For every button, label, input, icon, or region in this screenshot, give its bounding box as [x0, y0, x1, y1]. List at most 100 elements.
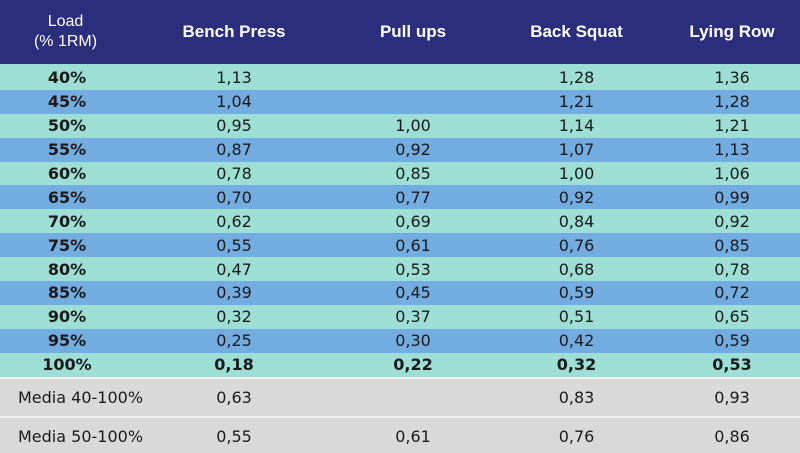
back-squat-cell: 0,42 — [558, 331, 595, 351]
back-squat-cell: 0,59 — [558, 283, 595, 303]
table-row: 65% 0,70 0,77 0,92 0,99 — [0, 185, 800, 210]
header-divider — [0, 64, 800, 66]
table-row: 50% 0,95 1,00 1,14 1,21 — [0, 113, 800, 138]
bench-press-cell: 0,62 — [216, 211, 252, 231]
summary-row: Media 50-100% 0,55 0,61 0,76 0,86 — [0, 418, 800, 453]
bench-press-cell: 0,32 — [216, 307, 252, 327]
back-squat-cell: 1,07 — [558, 140, 595, 160]
bench-press-cell: 1,13 — [216, 68, 252, 88]
load-cell: 90% — [47, 307, 87, 327]
table-row: 85% 0,39 0,45 0,59 0,72 — [0, 281, 800, 305]
pull-ups-cell: 0,53 — [395, 259, 431, 279]
back-squat-cell: 1,14 — [558, 116, 595, 136]
bench-press-cell: 0,63 — [216, 387, 252, 407]
pull-ups-cell: 0,77 — [395, 187, 431, 207]
bench-press-cell: 0,87 — [216, 140, 252, 160]
lying-row-cell: 0,53 — [712, 355, 752, 375]
pull-ups-cell: 0,69 — [395, 211, 431, 231]
pull-ups-cell: 0,61 — [395, 235, 431, 255]
pull-ups-cell: 0,92 — [395, 140, 431, 160]
lying-row-cell: 0,78 — [714, 259, 750, 279]
bench-press-cell: 0,55 — [216, 427, 252, 447]
table-row: 100% 0,18 0,22 0,32 0,53 — [0, 352, 800, 377]
table-row: 70% 0,62 0,69 0,84 0,92 — [0, 209, 800, 234]
pull-ups-cell: 0,45 — [395, 283, 431, 303]
lying-row-cell: 0,99 — [714, 187, 750, 207]
load-cell: 95% — [47, 331, 87, 351]
lying-row-cell: 0,85 — [714, 235, 750, 255]
bench-press-cell: 0,47 — [216, 259, 252, 279]
bench-press-cell: 0,70 — [216, 187, 252, 207]
load-cell: 50% — [47, 116, 87, 136]
back-squat-cell: 0,51 — [558, 307, 595, 327]
summary-divider — [0, 376, 800, 379]
back-squat-cell: 1,00 — [558, 164, 595, 183]
load-cell: 60% — [47, 164, 87, 183]
load-cell: 80% — [47, 259, 87, 279]
summary-divider — [0, 416, 800, 419]
load-cell: 100% — [42, 355, 92, 375]
summary-row: Media 40-100% 0,63 0,83 0,93 — [0, 378, 800, 417]
back-squat-cell: 0,76 — [558, 427, 595, 447]
lying-row-cell: 0,86 — [714, 427, 750, 447]
back-squat-cell: 0,83 — [558, 387, 595, 407]
back-squat-cell: 0,76 — [558, 235, 595, 255]
header-load-line1: Load — [47, 13, 84, 30]
pull-ups-cell: 0,85 — [395, 164, 431, 183]
back-squat-cell: 1,21 — [558, 92, 595, 112]
lying-row-cell: 0,93 — [714, 387, 750, 407]
header-pull-ups: Pull ups — [379, 22, 447, 41]
back-squat-cell: 1,28 — [558, 68, 595, 88]
bench-press-cell: 0,78 — [216, 164, 252, 183]
load-cell: 75% — [47, 235, 87, 255]
pull-ups-cell: 0,37 — [395, 307, 431, 327]
back-squat-cell: 0,84 — [558, 211, 595, 231]
back-squat-cell: 0,68 — [558, 259, 595, 279]
lying-row-cell: 0,59 — [714, 331, 750, 351]
bench-press-cell: 0,39 — [216, 283, 252, 303]
load-cell: 55% — [47, 140, 87, 160]
load-cell: 85% — [47, 283, 87, 303]
summary-rows: Media 40-100% 0,63 0,83 0,93 Media 50-100% 0,… — [0, 376, 800, 453]
lying-row-cell: 1,06 — [714, 164, 750, 183]
pull-ups-cell: 1,00 — [395, 116, 431, 136]
table-row: 55% 0,87 0,92 1,07 1,13 — [0, 137, 800, 162]
table-row: 40% 1,13 1,28 1,36 — [0, 66, 800, 90]
load-cell: 40% — [47, 68, 87, 88]
lying-row-cell: 1,21 — [714, 116, 750, 136]
load-cell: 45% — [47, 92, 87, 112]
lying-row-cell: 1,13 — [714, 140, 750, 160]
bench-press-cell: 0,95 — [216, 116, 252, 136]
bench-press-cell: 0,55 — [216, 235, 252, 255]
bench-press-cell: 0,18 — [214, 355, 254, 375]
data-rows: 40% 1,13 1,28 1,36 45% 1,04 1,21 1,28 50% 0,95 1,0… — [0, 66, 800, 377]
table-row: 60% 0,78 0,85 1,00 1,06 — [0, 161, 800, 186]
table-row: 45% 1,04 1,21 1,28 — [0, 89, 800, 114]
pull-ups-cell: 0,61 — [395, 427, 431, 447]
header-load: Load (% 1RM) — [0, 12, 131, 52]
lying-row-cell: 1,36 — [714, 68, 750, 88]
table-row: 75% 0,55 0,61 0,76 0,85 — [0, 233, 800, 258]
lying-row-cell: 0,72 — [714, 283, 750, 303]
back-squat-cell: 0,32 — [556, 355, 597, 375]
back-squat-cell: 0,92 — [558, 187, 595, 207]
header-lying-row: Lying Row — [689, 22, 775, 41]
pull-ups-cell: 0,30 — [395, 331, 431, 351]
pull-ups-cell: 0,22 — [393, 355, 433, 375]
summary-label: Media 50-100% — [18, 427, 144, 447]
table-row: 95% 0,25 0,30 0,42 0,59 — [0, 328, 800, 353]
summary-label: Media 40-100% — [18, 387, 144, 407]
table-row: 90% 0,32 0,37 0,51 0,65 — [0, 304, 800, 329]
lying-row-cell: 0,92 — [714, 211, 750, 231]
header-back-squat: Back Squat — [530, 22, 623, 41]
lying-row-cell: 1,28 — [714, 92, 750, 112]
lying-row-cell: 0,65 — [714, 307, 750, 327]
header-bench-press: Bench Press — [182, 22, 286, 41]
bench-press-cell: 0,25 — [216, 331, 252, 351]
table-row: 80% 0,47 0,53 0,68 0,78 — [0, 257, 800, 282]
table-header: Load (% 1RM) Bench Press Pull ups Back S… — [0, 0, 800, 64]
header-load-line2: (% 1RM) — [33, 33, 98, 50]
load-cell: 65% — [47, 187, 87, 207]
load-cell: 70% — [47, 211, 87, 231]
